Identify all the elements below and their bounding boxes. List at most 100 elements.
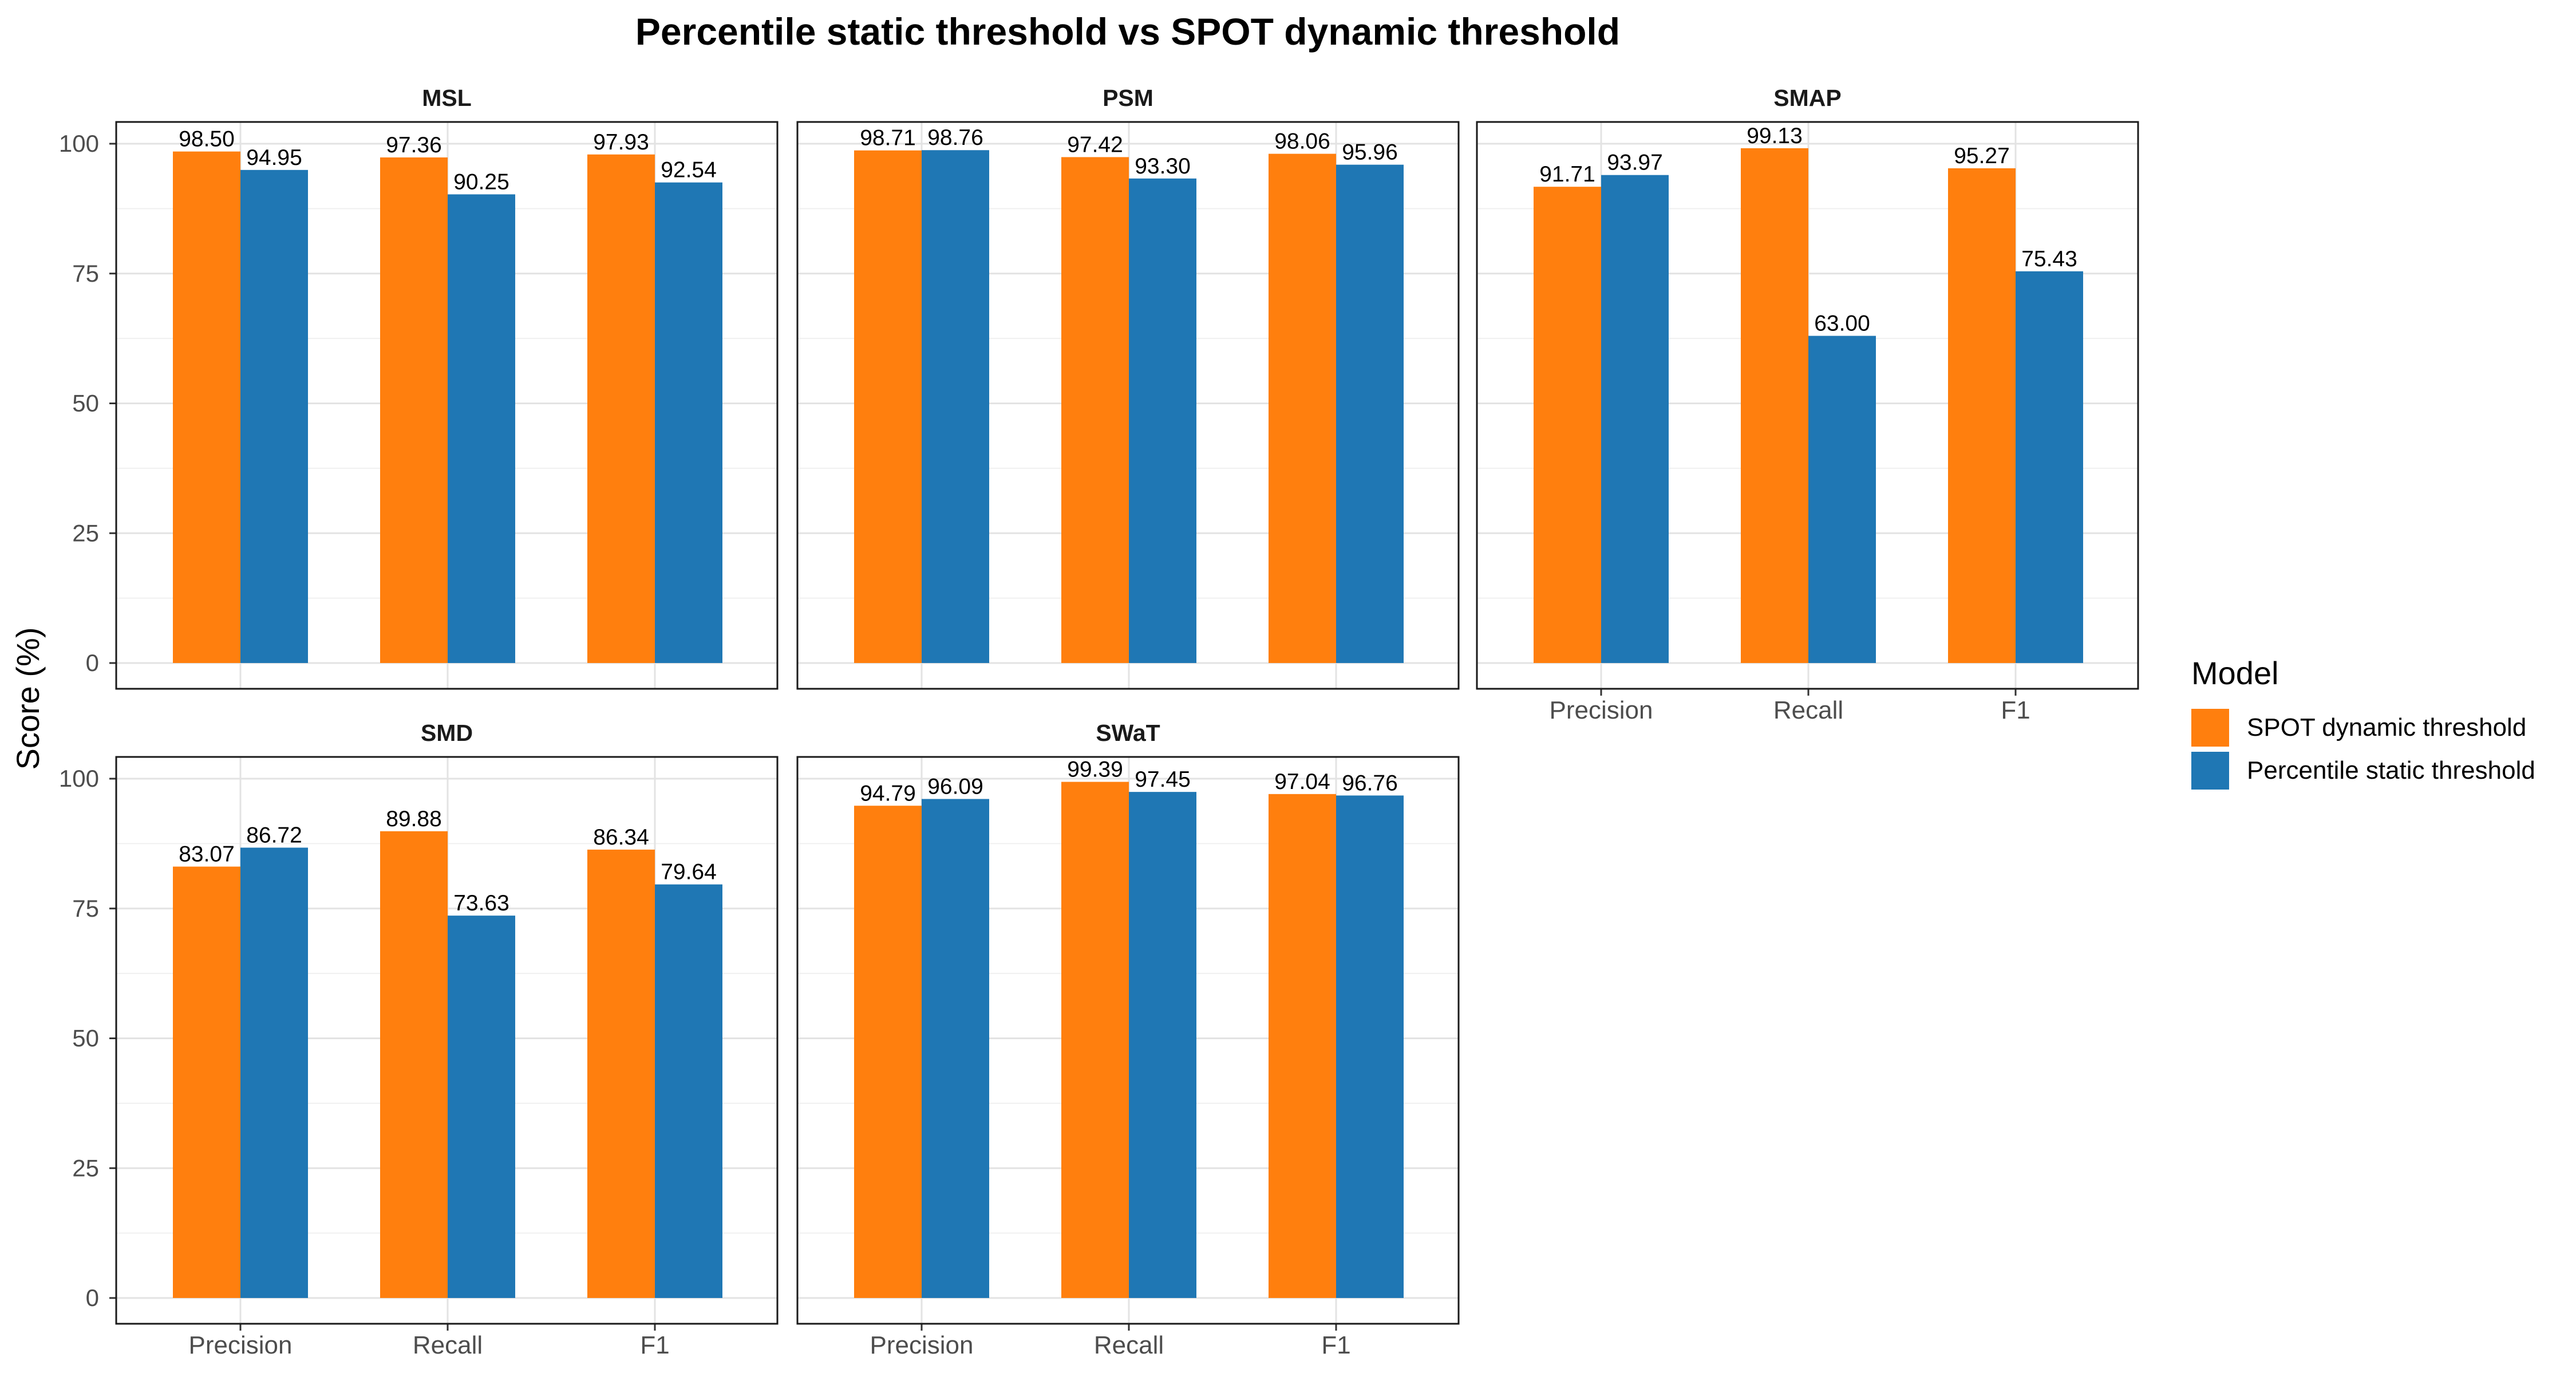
bar-spot bbox=[380, 157, 448, 663]
panel-title: SWaT bbox=[1096, 720, 1160, 746]
legend-label: SPOT dynamic threshold bbox=[2247, 713, 2526, 741]
bar-spot bbox=[587, 849, 655, 1298]
bar-percentile bbox=[922, 799, 989, 1298]
data-label: 94.79 bbox=[860, 781, 916, 806]
y-tick-label: 0 bbox=[86, 649, 99, 676]
panel-title: SMD bbox=[421, 720, 473, 746]
bar-percentile bbox=[240, 169, 308, 664]
y-tick-label: 50 bbox=[72, 1025, 99, 1052]
data-label: 96.76 bbox=[1342, 771, 1398, 795]
panel-smap: SMAP 91.71 93.97 Precision 99.13 63.00 Recall 9… bbox=[1476, 85, 2139, 724]
y-tick-label: 0 bbox=[86, 1284, 99, 1311]
bar-percentile bbox=[240, 847, 308, 1298]
bar-percentile bbox=[448, 194, 515, 663]
legend-entries: SPOT dynamic threshold Percentile static … bbox=[2191, 709, 2535, 790]
data-label: 89.88 bbox=[386, 807, 442, 831]
bar-spot bbox=[173, 866, 240, 1298]
chart-title: Percentile static threshold vs SPOT dyna… bbox=[635, 10, 1620, 53]
panels-layer: MSL 0 25 50 75 100 98.50 94.95 97.36 90.25 97.93 92… bbox=[59, 85, 2139, 1359]
data-label: 95.27 bbox=[1954, 144, 2010, 168]
panel-border bbox=[115, 756, 779, 1325]
panel-title: SMAP bbox=[1773, 85, 1841, 111]
bar-percentile bbox=[1808, 336, 1876, 663]
data-label: 98.76 bbox=[927, 125, 983, 150]
data-label: 93.97 bbox=[1607, 151, 1663, 175]
panel-border bbox=[796, 756, 1460, 1325]
data-label: 96.09 bbox=[927, 774, 983, 799]
y-tick-label: 100 bbox=[59, 130, 99, 157]
legend-label: Percentile static threshold bbox=[2247, 756, 2535, 784]
panel-swat: SWaT 94.79 96.09 Precision 99.39 97.45 Recall 9… bbox=[796, 720, 1460, 1359]
x-tick-label: Precision bbox=[1550, 696, 1653, 724]
bar-spot bbox=[380, 831, 448, 1298]
data-label: 95.96 bbox=[1342, 140, 1398, 165]
data-label: 93.30 bbox=[1135, 154, 1191, 179]
data-label: 97.93 bbox=[593, 130, 649, 155]
data-label: 94.95 bbox=[246, 145, 302, 170]
bar-spot bbox=[854, 806, 922, 1298]
panel-smd: SMD 0 25 50 75 100 83.07 86.72 Precision 89.88 73.… bbox=[59, 720, 779, 1359]
bar-spot bbox=[1534, 187, 1601, 663]
bar-percentile bbox=[2016, 271, 2083, 663]
panel-border bbox=[115, 121, 779, 690]
bar-spot bbox=[1061, 157, 1129, 663]
bar-spot bbox=[1948, 168, 2016, 663]
legend-title: Model bbox=[2191, 655, 2279, 691]
data-label: 97.36 bbox=[386, 133, 442, 157]
y-tick-label: 75 bbox=[72, 260, 99, 287]
y-tick-label: 100 bbox=[59, 765, 99, 792]
bar-spot bbox=[587, 154, 655, 663]
data-label: 97.45 bbox=[1135, 767, 1191, 792]
data-label: 98.50 bbox=[179, 127, 235, 152]
x-tick-label: Recall bbox=[1773, 696, 1843, 724]
legend-swatch bbox=[2191, 709, 2229, 747]
data-label: 90.25 bbox=[453, 169, 509, 194]
data-label: 97.04 bbox=[1274, 770, 1330, 794]
bar-spot bbox=[854, 150, 922, 663]
data-label: 99.13 bbox=[1747, 124, 1803, 148]
x-tick-label: F1 bbox=[2001, 696, 2030, 724]
x-tick-label: Precision bbox=[870, 1331, 974, 1359]
data-label: 73.63 bbox=[453, 891, 509, 916]
data-label: 79.64 bbox=[661, 860, 717, 885]
bar-percentile bbox=[1336, 164, 1404, 663]
bar-spot bbox=[1269, 153, 1336, 663]
data-label: 63.00 bbox=[1814, 311, 1870, 336]
x-tick-label: F1 bbox=[1321, 1331, 1350, 1359]
data-label: 91.71 bbox=[1539, 162, 1595, 187]
panel-msl: MSL 0 25 50 75 100 98.50 94.95 97.36 90.25 97.93 92… bbox=[59, 85, 779, 690]
legend-swatch bbox=[2191, 752, 2229, 790]
y-tick-label: 25 bbox=[72, 1154, 99, 1181]
data-label: 86.72 bbox=[246, 823, 302, 847]
panel-border bbox=[796, 121, 1460, 690]
y-tick-label: 25 bbox=[72, 519, 99, 546]
data-label: 86.34 bbox=[593, 825, 649, 850]
data-label: 83.07 bbox=[179, 842, 235, 867]
bar-percentile bbox=[448, 916, 515, 1298]
panel-title: PSM bbox=[1103, 85, 1153, 111]
data-label: 97.42 bbox=[1067, 132, 1123, 157]
data-label: 98.71 bbox=[860, 126, 916, 151]
y-tick-label: 75 bbox=[72, 895, 99, 922]
bar-spot bbox=[1061, 782, 1129, 1298]
bar-percentile bbox=[655, 182, 722, 663]
bar-spot bbox=[1741, 148, 1808, 664]
bar-percentile bbox=[1601, 175, 1669, 663]
bar-percentile bbox=[1129, 792, 1196, 1298]
bar-spot bbox=[1269, 794, 1336, 1298]
x-tick-label: Precision bbox=[189, 1331, 293, 1359]
data-label: 92.54 bbox=[661, 158, 717, 183]
x-tick-label: Recall bbox=[413, 1331, 483, 1359]
panel-border bbox=[1476, 121, 2139, 690]
bar-percentile bbox=[1336, 795, 1404, 1298]
x-tick-label: F1 bbox=[640, 1331, 669, 1359]
data-label: 75.43 bbox=[2021, 247, 2077, 271]
panel-title: MSL bbox=[422, 85, 472, 111]
bar-percentile bbox=[655, 884, 722, 1298]
data-label: 98.06 bbox=[1274, 129, 1330, 154]
legend: Model SPOT dynamic threshold Percentile s… bbox=[2191, 655, 2535, 790]
y-tick-label: 50 bbox=[72, 390, 99, 417]
y-axis-label: Score (%) bbox=[10, 628, 46, 770]
